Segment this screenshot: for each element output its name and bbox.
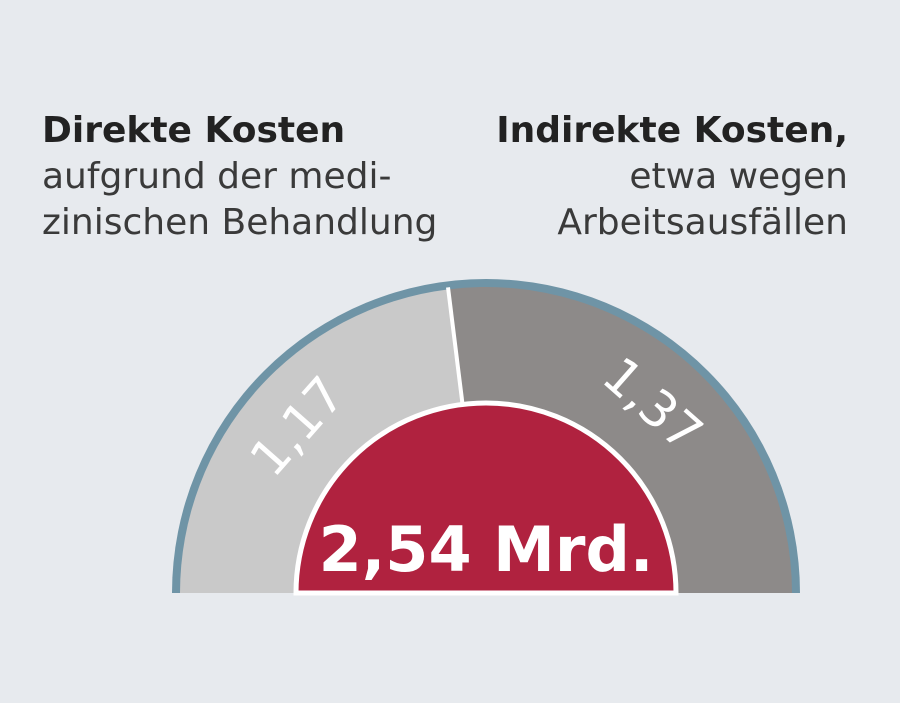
indirect-costs-desc-line-2: Arbeitsausfällen — [557, 202, 848, 243]
total-label: 2,54 Mrd. — [319, 513, 654, 586]
indirect-costs-title: Indirekte Kosten, — [496, 110, 848, 151]
direct-costs-label: Direkte Kosten aufgrund der medi- zinisc… — [42, 108, 437, 246]
indirect-costs-label: Indirekte Kosten, etwa wegen Arbeitsausf… — [496, 108, 848, 246]
indirect-costs-desc-line-1: etwa wegen — [629, 156, 848, 197]
inner-total-semicircle — [293, 400, 679, 596]
direct-costs-desc-line-2: zinischen Behandlung — [42, 202, 438, 243]
direct-costs-desc-line-1: aufgrund der medi- — [42, 156, 392, 197]
segment-divider — [446, 287, 465, 405]
direct-costs-title: Direkte Kosten — [42, 110, 346, 151]
